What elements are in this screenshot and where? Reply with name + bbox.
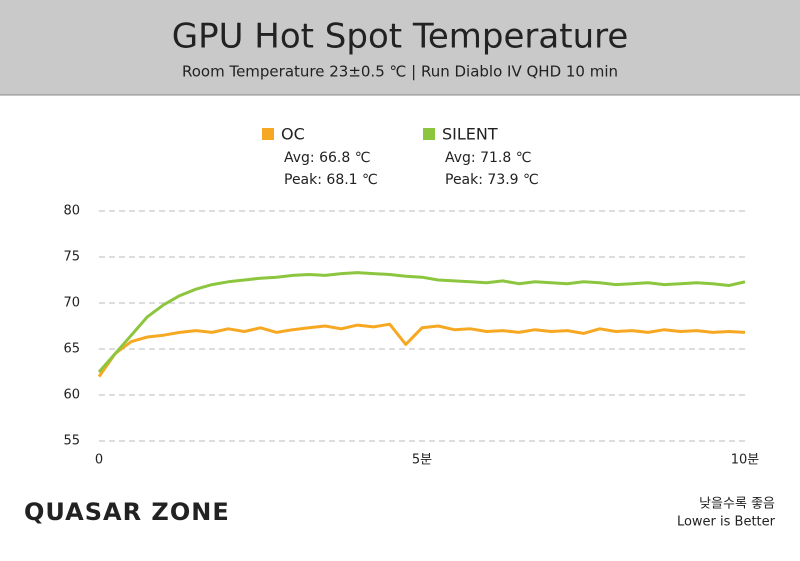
legend-label: OC: [281, 125, 305, 144]
x-tick-label: 10분: [731, 453, 760, 468]
note: Lower is Better: [677, 515, 776, 530]
series-line: [97, 322, 746, 378]
legend-swatch: [262, 128, 274, 140]
x-tick-label: 0: [95, 453, 103, 468]
legend-stat: Peak: 73.9 ℃: [445, 172, 539, 188]
chart-title: GPU Hot Spot Temperature: [172, 17, 629, 57]
note: 낮을수록 좋음: [699, 497, 775, 512]
y-tick-label: 75: [63, 250, 80, 265]
legend-swatch: [423, 128, 435, 140]
legend-stat: Avg: 71.8 ℃: [445, 150, 531, 166]
y-tick-label: 70: [63, 296, 80, 311]
y-tick-label: 65: [63, 342, 80, 357]
y-tick-label: 80: [63, 204, 80, 219]
legend-stat: Peak: 68.1 ℃: [284, 172, 378, 188]
header-band: [0, 0, 800, 95]
y-tick-label: 55: [63, 434, 80, 449]
x-tick-label: 5분: [412, 453, 432, 468]
logo: QUASAR ZONE: [24, 498, 230, 526]
legend-label: SILENT: [442, 125, 498, 144]
chart-subtitle: Room Temperature 23±0.5 ℃ | Run Diablo I…: [182, 63, 618, 81]
y-tick-label: 60: [63, 388, 80, 403]
legend-stat: Avg: 66.8 ℃: [284, 150, 370, 166]
series-line: [97, 271, 746, 373]
